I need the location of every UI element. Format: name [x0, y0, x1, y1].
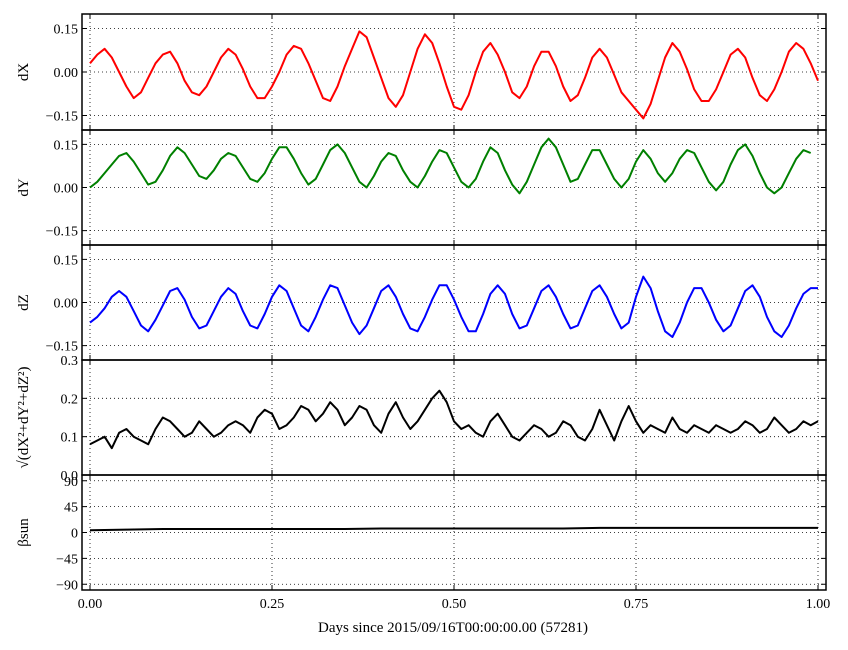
y-tick-label: 45 [64, 501, 78, 516]
panel-frame [81, 359, 827, 476]
series-line [89, 275, 818, 338]
y-tick-label: 0.00 [54, 182, 79, 197]
x-tick-label: 0.75 [624, 597, 649, 612]
x-tick-label: 0.50 [442, 597, 467, 612]
y-tick-label: −90 [56, 578, 78, 593]
y-tick-label: −0.15 [46, 340, 78, 355]
y-tick-label: −0.15 [46, 225, 78, 240]
y-tick-label: 0.3 [61, 354, 79, 369]
y-tick-label: 0.1 [61, 431, 79, 446]
panel-4: 0.3 0.2 0.1 0.0 √(dX²+dY²+dZ²) [16, 354, 827, 484]
y-tick-label: 0 [71, 527, 78, 542]
x-tick-label: 0.00 [78, 597, 103, 612]
y-axis-label: dY [16, 178, 32, 197]
y-tick-label: 0.15 [54, 23, 79, 38]
y-tick-label: 0.00 [54, 297, 79, 312]
y-tick-label: 90 [64, 475, 78, 490]
y-axis-label: √(dX²+dY²+dZ²) [16, 367, 32, 469]
y-tick-label: 0.15 [54, 253, 79, 268]
series-line [89, 389, 819, 450]
y-tick-label: 0.2 [61, 392, 79, 407]
series-line [89, 30, 819, 120]
series-line [89, 137, 812, 195]
y-axis-label: βsun [16, 518, 32, 547]
y-tick-label: 0.0 [61, 469, 79, 484]
y-tick-label: 0.15 [54, 138, 79, 153]
series-line [89, 526, 818, 532]
x-tick-label: 1.00 [806, 597, 831, 612]
y-axis-label: dZ [16, 294, 32, 311]
y-tick-label: −0.15 [46, 110, 78, 125]
y-tick-label: 0.00 [54, 66, 79, 81]
panel-2: 0.15 0.00 −0.15 dY [16, 129, 827, 246]
y-axis-label: dX [16, 63, 32, 82]
x-tick-label: 0.25 [260, 597, 285, 612]
panel-1: 0.15 0.00 −0.15 dX [16, 13, 827, 131]
panel-5: 90 45 0 −45 −90 βsun 0.00 0.25 0.50 0.75 1.00 [16, 474, 831, 612]
y-tick-label: −45 [56, 552, 78, 567]
x-axis-label: Days since 2015/09/16T00:00:00.00 (57281… [318, 620, 588, 636]
panel-3: 0.15 0.00 −0.15 dZ [16, 244, 827, 361]
panels: 0.150.00−0.15dX0.150.00−0.15dY0.150.00−0… [16, 13, 831, 612]
